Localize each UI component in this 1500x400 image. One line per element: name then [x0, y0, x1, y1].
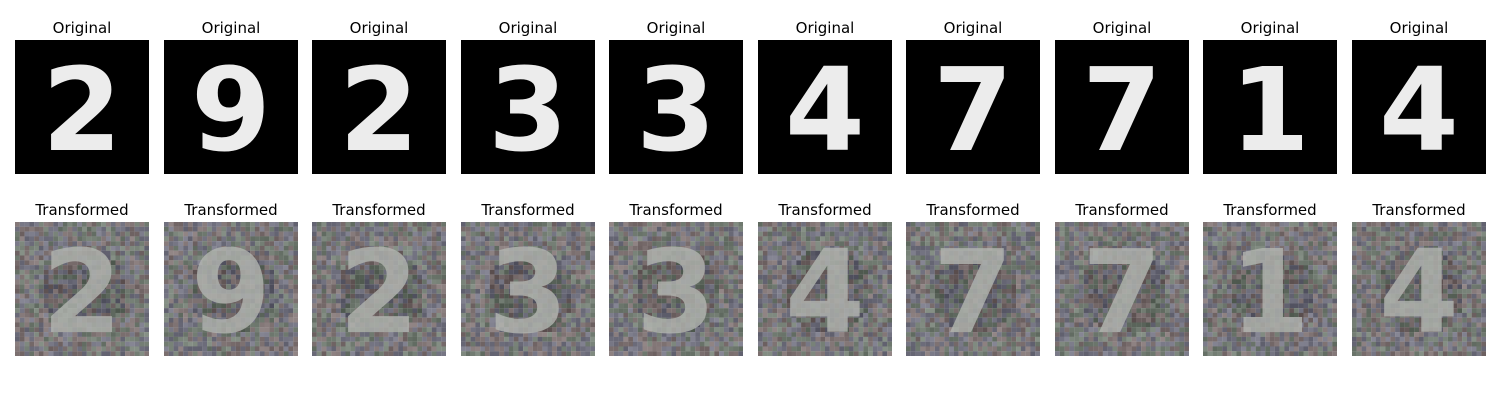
image-background	[15, 40, 149, 174]
panel-title: Original	[1240, 19, 1300, 37]
digit-glyph: 7	[933, 44, 1013, 174]
image-background	[312, 40, 446, 174]
image-background	[609, 40, 743, 174]
image-background	[906, 40, 1040, 174]
original-digit-image: 1	[1203, 40, 1337, 174]
digit-glyph: 7	[1082, 44, 1162, 174]
panel-title: Original	[646, 19, 706, 37]
digit-glyph: 3	[488, 44, 568, 174]
image-background	[758, 40, 892, 174]
panel-title: Transformed	[35, 201, 129, 219]
panel-title: Transformed	[332, 201, 426, 219]
panel-title: Transformed	[1223, 201, 1317, 219]
noise-texture	[164, 222, 298, 356]
panel-title: Original	[1092, 19, 1152, 37]
panel-title: Transformed	[481, 201, 575, 219]
panel-title: Original	[52, 19, 112, 37]
noise-texture	[906, 222, 1040, 356]
panel-title: Transformed	[1372, 201, 1466, 219]
noise-texture	[1352, 222, 1486, 356]
digit-glyph: 7	[933, 226, 1013, 356]
digit-glyph: 3	[488, 226, 568, 356]
panel-title: Original	[943, 19, 1003, 37]
transformed-digit-image: 2	[15, 222, 149, 356]
image-background	[1203, 40, 1337, 174]
image-background	[461, 40, 595, 174]
digit-glyph: 2	[339, 44, 419, 174]
original-digit-image: 4	[758, 40, 892, 174]
image-background	[164, 40, 298, 174]
transformed-digit-image: 4	[758, 222, 892, 356]
digit-glyph: 2	[339, 226, 419, 356]
digit-glyph: 3	[636, 44, 716, 174]
digit-glyph: 2	[42, 44, 122, 174]
original-digit-image: 3	[461, 40, 595, 174]
original-digit-image: 7	[1055, 40, 1189, 174]
image-background	[1352, 40, 1486, 174]
original-digit-image: 4	[1352, 40, 1486, 174]
panel-title: Transformed	[1075, 201, 1169, 219]
digit-glyph: 4	[1379, 226, 1459, 356]
digit-glyph: 4	[785, 226, 865, 356]
original-digit-image: 2	[15, 40, 149, 174]
panel-title: Original	[795, 19, 855, 37]
panel-title: Original	[349, 19, 409, 37]
digit-glyph: 4	[1379, 44, 1459, 174]
panel-title: Original	[1389, 19, 1449, 37]
digit-glyph: 7	[1082, 226, 1162, 356]
digit-glyph: 2	[42, 226, 122, 356]
transformed-digit-image: 3	[609, 222, 743, 356]
transformed-digit-image: 1	[1203, 222, 1337, 356]
digit-glyph: 4	[785, 44, 865, 174]
noise-texture	[312, 222, 446, 356]
image-background	[1055, 40, 1189, 174]
panel-title: Original	[498, 19, 558, 37]
noise-texture	[1203, 222, 1337, 356]
digit-glyph: 3	[636, 226, 716, 356]
original-digit-image: 9	[164, 40, 298, 174]
panel-title: Transformed	[184, 201, 278, 219]
noise-texture	[1055, 222, 1189, 356]
transformed-digit-image: 4	[1352, 222, 1486, 356]
transformed-digit-image: 3	[461, 222, 595, 356]
panel-title: Original	[201, 19, 261, 37]
transformed-digit-image: 7	[1055, 222, 1189, 356]
original-digit-image: 3	[609, 40, 743, 174]
original-digit-image: 7	[906, 40, 1040, 174]
digit-glyph: 9	[191, 44, 271, 174]
transformed-digit-image: 7	[906, 222, 1040, 356]
digit-glyph: 9	[191, 226, 271, 356]
transformed-digit-image: 2	[312, 222, 446, 356]
transformed-digit-image: 9	[164, 222, 298, 356]
original-digit-image: 2	[312, 40, 446, 174]
noise-texture	[758, 222, 892, 356]
noise-texture	[609, 222, 743, 356]
panel-title: Transformed	[629, 201, 723, 219]
noise-texture	[461, 222, 595, 356]
digit-glyph: 1	[1230, 44, 1310, 174]
digit-glyph: 1	[1230, 226, 1310, 356]
noise-texture	[15, 222, 149, 356]
panel-title: Transformed	[926, 201, 1020, 219]
panel-title: Transformed	[778, 201, 872, 219]
